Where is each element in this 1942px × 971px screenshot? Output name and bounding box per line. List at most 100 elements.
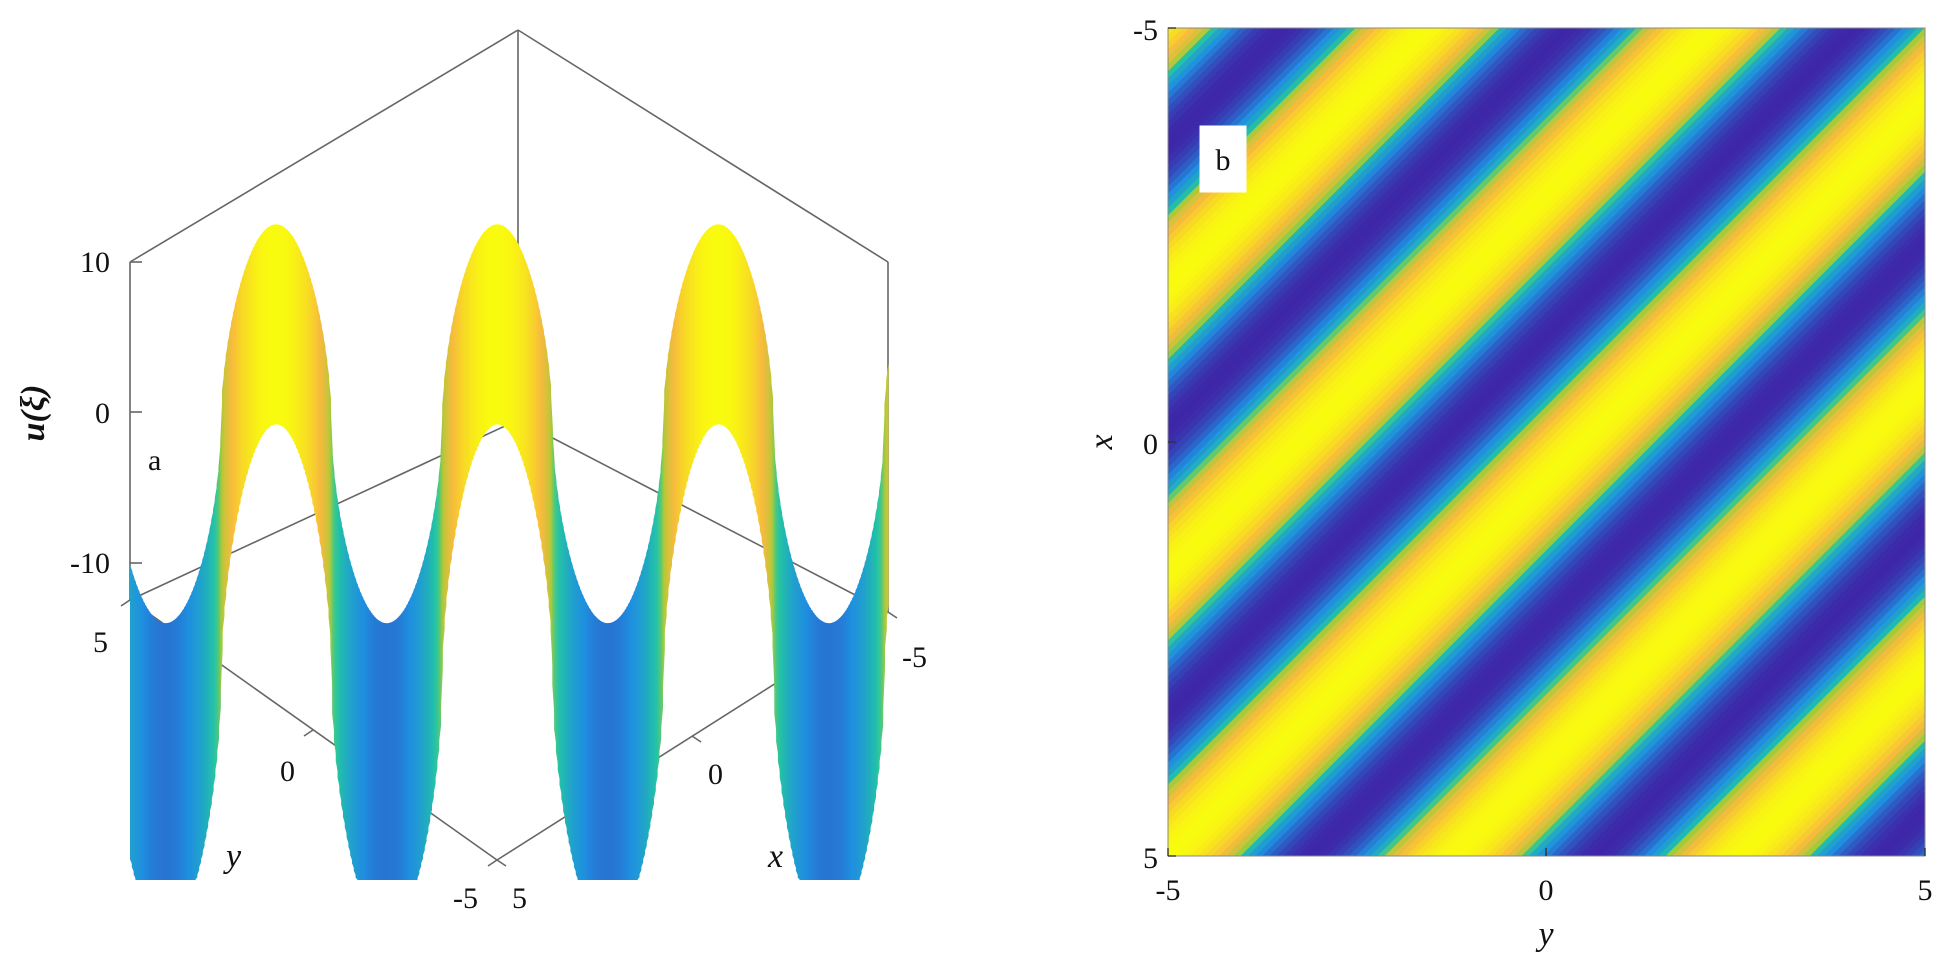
heatmap-stripe — [1319, 250, 1925, 856]
surface-strip — [341, 522, 344, 815]
heatmap-stripe — [1687, 618, 1925, 856]
surface-strip — [427, 533, 431, 830]
heatmap-stripe — [1168, 34, 1925, 800]
panel-a-z-axis-label: u(ξ) — [15, 385, 52, 442]
surface-strip — [727, 228, 730, 431]
surface-strip — [173, 618, 176, 880]
surface-strip — [633, 588, 636, 880]
surface-strip — [638, 572, 642, 876]
surface-strip — [759, 307, 763, 540]
surface-strip — [431, 514, 434, 808]
surface-strip — [817, 617, 821, 880]
surface-strip — [756, 292, 759, 519]
surface-strip — [563, 527, 566, 820]
surface-strip — [292, 236, 295, 443]
heatmap-stripe — [1535, 466, 1925, 856]
surface-strip — [474, 243, 478, 453]
heatmap-stripe — [1168, 28, 1925, 793]
surface-strip — [582, 596, 586, 880]
heatmap-stripe — [1816, 747, 1925, 856]
surface-strip — [496, 224, 499, 425]
surface-strip — [844, 608, 848, 880]
surface-strip — [869, 533, 873, 830]
surface-strip — [693, 248, 696, 461]
surface-strip — [734, 236, 737, 443]
surface-strip — [743, 253, 747, 467]
heatmap-stripe — [1427, 358, 1925, 856]
surface-strip — [696, 241, 700, 451]
surface-strip — [447, 337, 451, 584]
panel-b-heatmap: b -5 0 5 -5 0 5 x y — [1083, 14, 1933, 953]
surface-strip — [409, 594, 413, 880]
surface-strip — [277, 224, 281, 426]
surface-strip — [622, 610, 626, 880]
surface-strip — [613, 620, 617, 880]
surface-strip — [227, 332, 230, 577]
heatmap-stripe — [1514, 445, 1925, 856]
surface-strip — [575, 577, 579, 880]
heatmap-stripe — [1168, 92, 1925, 856]
surface-strip — [238, 283, 241, 509]
surface-strip — [732, 234, 736, 440]
heatmap-stripe — [1644, 575, 1925, 856]
surface-strip — [444, 362, 447, 623]
surface-strip — [705, 229, 709, 434]
surface-strip — [435, 491, 438, 781]
surface-strip — [557, 495, 561, 782]
surface-strip — [656, 484, 660, 774]
surface-strip — [803, 593, 806, 880]
surface-strip — [855, 585, 858, 880]
surface-strip — [389, 621, 393, 880]
surface-strip — [821, 620, 824, 880]
surface-strip — [373, 615, 377, 880]
surface-strip — [178, 612, 182, 880]
surface-strip — [355, 579, 358, 880]
surface-strip — [234, 297, 238, 528]
surface-strip — [324, 346, 328, 594]
heatmap-stripe — [1701, 632, 1925, 856]
heatmap-stripe — [1218, 149, 1925, 856]
surface-strip — [494, 224, 497, 425]
heatmap-stripe — [1824, 755, 1925, 856]
surface-strip — [196, 572, 200, 876]
heatmap-stripe — [1399, 330, 1925, 856]
surface-strip — [620, 612, 624, 880]
surface-strip — [691, 252, 694, 466]
surface-strip — [453, 309, 456, 544]
surface-strip — [342, 531, 346, 826]
surface-strip — [294, 239, 297, 447]
surface-strip — [792, 562, 795, 862]
surface-strip — [848, 602, 851, 880]
surface-strip — [240, 277, 243, 501]
surface-strip — [398, 614, 402, 880]
panel-a-z-tick-mid: 0 — [95, 397, 110, 430]
surface-strip — [393, 619, 396, 880]
panel-a-y-axis-label: y — [223, 838, 242, 875]
surface-strip — [878, 476, 882, 765]
heatmap-stripe — [1543, 474, 1925, 856]
surface-strip — [662, 389, 665, 701]
surface-strip — [592, 612, 595, 880]
surface-strip — [218, 440, 221, 735]
surface-strip — [395, 618, 398, 880]
surface-strip — [140, 596, 144, 880]
surface-strip — [749, 268, 752, 486]
surface-strip — [164, 623, 167, 880]
surface-strip — [812, 611, 815, 880]
surface-strip — [637, 578, 640, 880]
surface-strip — [243, 266, 247, 486]
surface-strip — [777, 488, 781, 775]
surface-strip — [678, 290, 682, 518]
surface-strip — [225, 343, 229, 592]
surface-strip — [590, 609, 593, 880]
surface-strip — [344, 540, 348, 836]
heatmap-stripe — [1291, 222, 1925, 856]
surface-strip — [729, 229, 732, 434]
surface-strip — [366, 605, 369, 880]
surface-strip — [402, 608, 405, 880]
surface-strip — [153, 616, 156, 880]
heatmap-stripe — [1521, 452, 1925, 856]
heatmap-stripe — [1564, 495, 1925, 856]
surface-strip — [873, 514, 876, 808]
surface-strip — [182, 607, 185, 880]
